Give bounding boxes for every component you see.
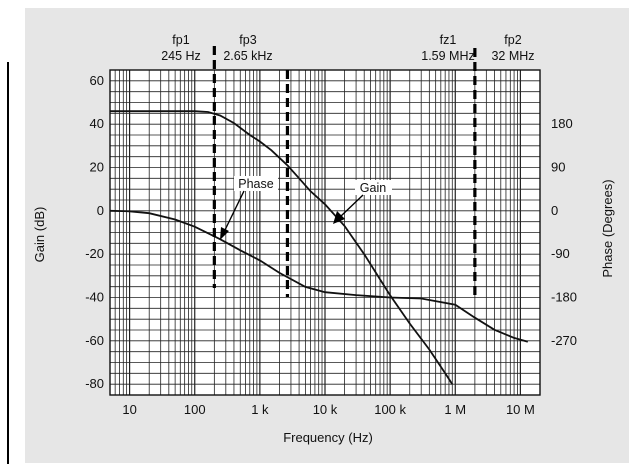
phase-callout: Phase bbox=[238, 177, 273, 191]
y-tick-label: 40 bbox=[90, 116, 104, 131]
y2-tick-label: -180 bbox=[551, 290, 577, 305]
gain-label-bg bbox=[355, 180, 392, 195]
y2-tick-label: -270 bbox=[551, 333, 577, 348]
y2-tick-label: -90 bbox=[551, 246, 570, 261]
y-tick-label: 20 bbox=[90, 160, 104, 175]
phase-label-bg bbox=[234, 176, 278, 191]
fz1-value: 1.59 MHz bbox=[421, 49, 475, 63]
x-axis-title: Frequency (Hz) bbox=[283, 430, 373, 445]
y2-tick-label: 180 bbox=[551, 116, 573, 131]
gain-line bbox=[110, 110, 454, 385]
gain-arrowhead bbox=[333, 211, 345, 224]
x-tick-label: 10 bbox=[122, 402, 136, 417]
fp3-value: 2.65 kHz bbox=[223, 49, 272, 63]
y-tick-label: 60 bbox=[90, 73, 104, 88]
fz1-label: fz1 bbox=[440, 33, 457, 47]
x-tick-label: 1 M bbox=[444, 402, 466, 417]
fp3-label: fp3 bbox=[239, 33, 256, 47]
left-margin-rule bbox=[7, 62, 9, 464]
fp2-label: fp2 bbox=[504, 33, 521, 47]
x-tick-label: 1 k bbox=[251, 402, 269, 417]
plot-frame bbox=[109, 69, 541, 396]
phase-arrowhead bbox=[220, 227, 229, 240]
y-tick-label: -20 bbox=[85, 246, 104, 261]
y-tick-label: -40 bbox=[85, 290, 104, 305]
gain-arrow-shaft bbox=[339, 194, 364, 218]
x-tick-label: 100 k bbox=[374, 402, 406, 417]
phase-arrow-shaft bbox=[223, 190, 245, 233]
fp1-value: 245 Hz bbox=[161, 49, 201, 63]
y-tick-label: -60 bbox=[85, 333, 104, 348]
x-tick-label: 10 M bbox=[506, 402, 535, 417]
y2-tick-label: 90 bbox=[551, 160, 565, 175]
fp2-value: 32 MHz bbox=[491, 49, 534, 63]
gain-callout: Gain bbox=[360, 181, 386, 195]
y-axis-title: Gain (dB) bbox=[32, 207, 47, 263]
y2-tick-label: 0 bbox=[551, 203, 558, 218]
x-tick-label: 10 k bbox=[313, 402, 338, 417]
fp1-label: fp1 bbox=[172, 33, 189, 47]
y-tick-label: -80 bbox=[85, 376, 104, 391]
y-tick-label: 0 bbox=[97, 203, 104, 218]
y2-axis-title: Phase (Degrees) bbox=[600, 179, 615, 277]
phase-line bbox=[109, 209, 529, 343]
x-tick-label: 100 bbox=[184, 402, 206, 417]
